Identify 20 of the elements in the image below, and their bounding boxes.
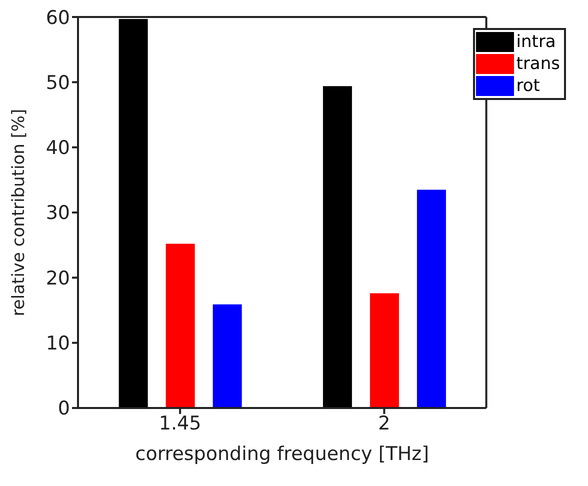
y-tick-label: 0 (58, 398, 70, 420)
bar (322, 86, 352, 408)
bar (166, 244, 195, 408)
y-tick-label: 20 (46, 267, 70, 290)
bar (212, 304, 242, 408)
legend-label: intra (516, 32, 557, 52)
y-axis-title: relative contribution [%] (9, 108, 30, 316)
x-tick-label: 2 (378, 412, 390, 434)
y-tick-label: 50 (46, 72, 70, 94)
x-tick-label: 1.45 (158, 412, 202, 434)
y-tick-label: 10 (46, 332, 70, 355)
legend-label: rot (516, 76, 541, 96)
x-axis-title: corresponding frequency [THz] (135, 443, 430, 465)
y-tick-label: 30 (46, 202, 70, 224)
y-tick-label: 40 (46, 137, 70, 160)
y-tick-label: 60 (46, 6, 70, 29)
bar (118, 18, 148, 408)
bar (416, 190, 446, 408)
bar (370, 293, 399, 408)
legend-label: trans (516, 54, 561, 74)
